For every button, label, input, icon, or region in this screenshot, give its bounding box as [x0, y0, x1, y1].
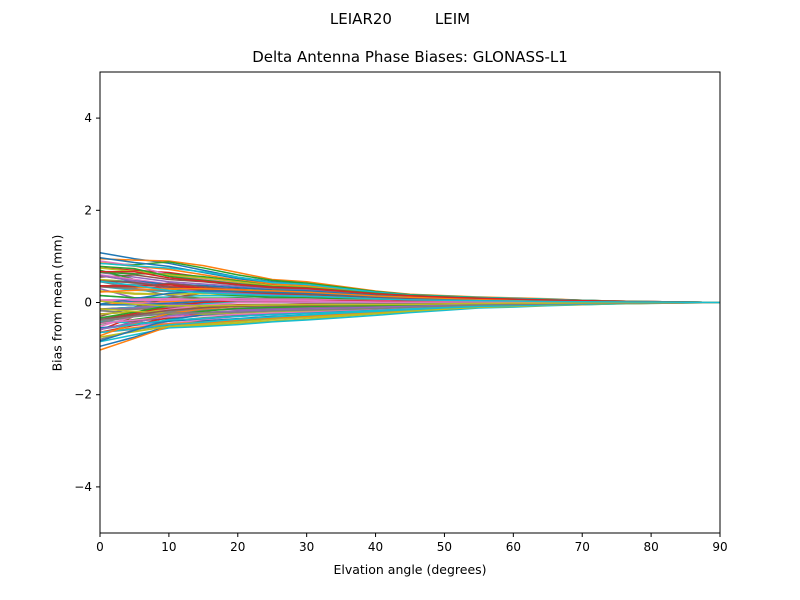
series-line	[99, 300, 721, 307]
x-tick-label: 30	[299, 540, 314, 554]
x-tick-label: 60	[506, 540, 521, 554]
x-tick-label: 20	[230, 540, 245, 554]
figure-suptitle: LEIAR20 LEIM	[329, 10, 471, 28]
y-tick-label: −2	[74, 388, 92, 402]
y-tick-label: −4	[74, 480, 92, 494]
y-tick-label: 4	[84, 111, 92, 125]
y-axis-ticks: −4 −2 0 2 4	[74, 111, 100, 494]
x-tick-label: 90	[712, 540, 727, 554]
series-line	[99, 280, 721, 304]
y-tick-label: 0	[84, 296, 92, 310]
x-axis-label: Elvation angle (degrees)	[333, 562, 487, 577]
x-tick-label: 50	[437, 540, 452, 554]
x-tick-label: 0	[96, 540, 104, 554]
chart-title: Delta Antenna Phase Biases: GLONASS-L1	[252, 48, 568, 66]
x-tick-label: 40	[368, 540, 383, 554]
y-axis-label: Bias from mean (mm)	[49, 234, 65, 372]
x-tick-label: 70	[575, 540, 590, 554]
series-lines	[99, 251, 721, 351]
x-axis-ticks: 0 10 20 30 40 50 60 70 80 90	[96, 533, 728, 554]
y-tick-label: 2	[84, 203, 92, 217]
x-tick-label: 10	[161, 540, 176, 554]
x-tick-label: 80	[643, 540, 658, 554]
